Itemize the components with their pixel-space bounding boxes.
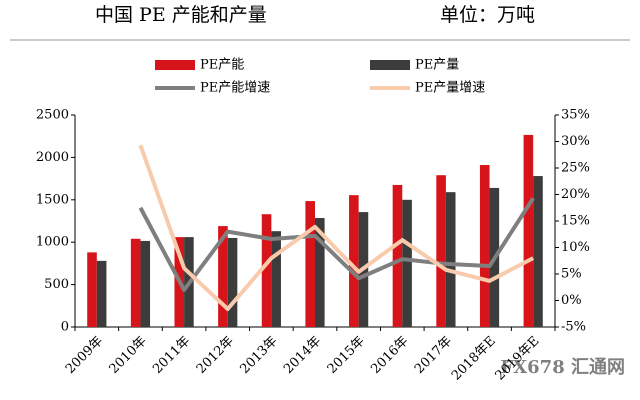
unit-label: 单位：万吨 (440, 4, 535, 26)
y-tick-label: 1000 (36, 235, 69, 250)
y-tick-label: 0 (61, 320, 69, 335)
y2-tick-label: 35% (561, 108, 590, 123)
bar (445, 192, 456, 327)
x-tick-label: 2015年 (325, 334, 368, 377)
chart-title: 中国 PE 产能和产量 (95, 4, 267, 26)
bar (218, 226, 228, 327)
legend-swatch (370, 60, 410, 70)
y2-tick-label: 20% (561, 187, 590, 202)
legend-label: PE产量增速 (415, 81, 485, 96)
x-tick-label: 2013年 (237, 334, 280, 377)
y-tick-label: 2000 (36, 150, 69, 165)
bar (305, 201, 315, 327)
legend-swatch (155, 60, 195, 70)
legend-label: PE产量 (415, 58, 459, 73)
bar (523, 134, 534, 327)
legend-label: PE产能 (200, 58, 244, 73)
y2-tick-label: 10% (561, 240, 590, 255)
y2-tick-label: 25% (561, 161, 590, 176)
x-tick-label: 2012年 (194, 334, 237, 377)
bar (315, 218, 325, 327)
line (138, 197, 535, 292)
bar (392, 184, 403, 327)
bar (261, 214, 272, 327)
x-tick-label: 2011年 (150, 334, 193, 377)
y-tick-label: 1500 (36, 192, 69, 207)
x-tick-label: 2017年 (412, 334, 455, 377)
y2-tick-label: 5% (561, 267, 582, 282)
bar (402, 199, 412, 327)
x-tick-label: 2016年 (368, 334, 411, 377)
y-tick-label: 500 (44, 277, 69, 292)
legend-label: PE产能增速 (200, 81, 270, 96)
y2-tick-label: -5% (561, 320, 586, 335)
bar (130, 238, 141, 327)
bar (271, 231, 281, 327)
x-tick-label: 2018年E (449, 334, 499, 384)
y-tick-label: 2500 (36, 108, 69, 123)
bar (436, 175, 446, 327)
y2-tick-label: 0% (561, 293, 582, 308)
y2-tick-label: 15% (561, 214, 590, 229)
x-tick-label: 2014年 (281, 334, 324, 377)
bar (96, 260, 107, 327)
x-tick-label: 2009年 (63, 334, 106, 377)
y2-tick-label: 30% (561, 134, 590, 149)
watermark: FX678 汇通网 (500, 357, 625, 378)
bar (140, 240, 151, 327)
bar (533, 176, 543, 327)
bar (349, 195, 359, 327)
bar (87, 252, 97, 327)
x-tick-label: 2010年 (107, 334, 150, 377)
bar (227, 237, 238, 327)
line (138, 144, 535, 311)
bar (479, 165, 490, 327)
